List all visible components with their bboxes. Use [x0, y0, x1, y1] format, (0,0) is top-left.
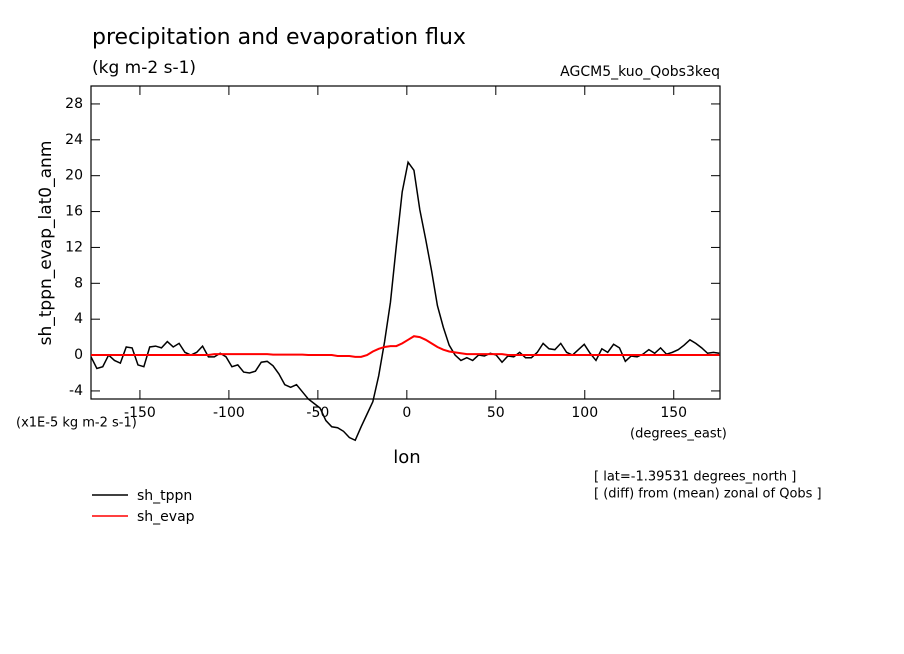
legend-label: sh_tppn [137, 488, 192, 504]
legend-label: sh_evap [137, 509, 195, 525]
x-units: (degrees_east) [630, 427, 727, 442]
y-tick-label: 24 [65, 132, 83, 148]
x-axis-label: lon [393, 447, 420, 468]
y-tick-label: 20 [65, 168, 83, 184]
annotation: [ lat=-1.39531 degrees_north ] [594, 470, 796, 485]
y-tick-label: -4 [69, 383, 83, 399]
x-tick-label: 0 [402, 405, 411, 421]
y-tick-label: 12 [65, 239, 83, 255]
chart-subtitle: (kg m-2 s-1) [92, 58, 196, 78]
series-line [91, 335, 720, 358]
series-line [90, 160, 720, 442]
y-tick-label: 4 [74, 311, 83, 327]
x-tick-label: 50 [487, 405, 505, 421]
y-tick-label: 0 [74, 347, 83, 363]
x-tick-label: -150 [124, 405, 156, 421]
x-tick-label: 100 [571, 405, 598, 421]
y-axis-label: sh_tppn_evap_lat0_anm [36, 141, 56, 346]
y-tick-label: 16 [65, 204, 83, 220]
chart-title: precipitation and evaporation flux [92, 25, 466, 50]
x-tick-label: 150 [660, 405, 687, 421]
y-tick-label: 8 [74, 275, 83, 291]
annotation: [ (diff) from (mean) zonal of Qobs ] [594, 487, 822, 502]
y-units: (x1E-5 kg m-2 s-1) [16, 416, 137, 431]
plot-frame [90, 85, 721, 400]
y-tick-label: 28 [65, 96, 83, 112]
experiment-label: AGCM5_kuo_Qobs3keq [560, 64, 720, 80]
x-tick-label: -100 [213, 405, 245, 421]
x-tick-label: -50 [306, 405, 329, 421]
